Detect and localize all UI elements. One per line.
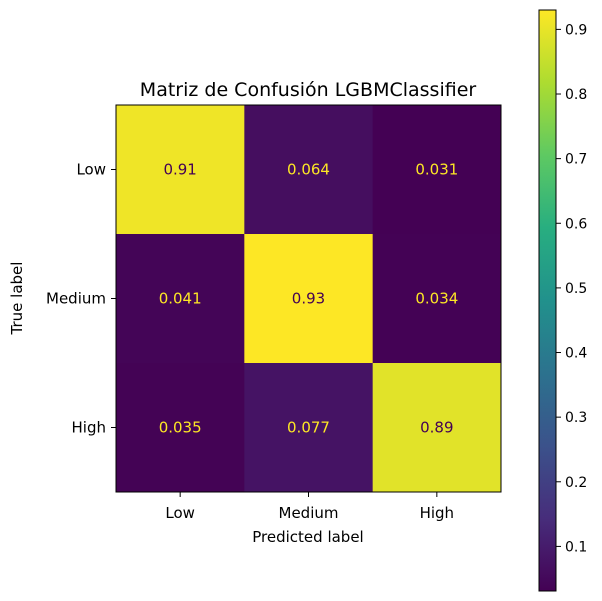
matrix-cell — [116, 105, 245, 235]
matrix-cell — [244, 105, 374, 235]
colorbar-tick-label: 0.5 — [565, 281, 587, 297]
x-axis-label: Predicted label — [252, 528, 363, 546]
x-tick-label: High — [420, 504, 454, 522]
matrix-cell — [116, 234, 245, 364]
matrix-cell-value: 0.031 — [415, 161, 458, 179]
x-axis-ticks: Low Medium High — [165, 492, 454, 522]
colorbar — [538, 9, 557, 592]
matrix-cell-value: 0.93 — [292, 290, 325, 308]
colorbar-tick-label: 0.9 — [565, 22, 587, 38]
y-axis-label: True label — [8, 262, 26, 336]
matrix-cell-value: 0.064 — [287, 161, 330, 179]
x-tick-label: Low — [165, 504, 195, 522]
matrix-cell — [244, 234, 374, 364]
matrix-cell-value: 0.077 — [287, 419, 330, 437]
y-axis-ticks: Low Medium High — [46, 161, 116, 437]
colorbar-ticks: 0.1 0.2 0.3 0.4 0.5 0.6 0.7 0.8 0.9 — [556, 22, 587, 555]
chart-title: Matriz de Confusión LGBMClassifier — [140, 79, 477, 101]
colorbar-tick-label: 0.6 — [565, 216, 587, 232]
matrix-cell — [372, 363, 502, 493]
matrix-cell — [116, 363, 245, 493]
colorbar-tick-label: 0.8 — [565, 87, 587, 103]
matrix-cell — [372, 105, 502, 235]
colorbar-tick-label: 0.3 — [565, 410, 587, 426]
matrix-cell-value: 0.035 — [159, 419, 202, 437]
y-tick-label: Medium — [46, 290, 106, 308]
matrix-cell-value: 0.041 — [159, 290, 202, 308]
colorbar-tick-label: 0.1 — [565, 539, 587, 555]
colorbar-tick-label: 0.2 — [565, 475, 587, 491]
y-tick-label: High — [72, 419, 106, 437]
matrix-cell-value: 0.034 — [415, 290, 458, 308]
matrix-cells — [116, 105, 502, 493]
y-tick-label: Low — [76, 161, 106, 179]
matrix-cell-value: 0.89 — [420, 419, 453, 437]
colorbar-tick-label: 0.7 — [565, 152, 587, 168]
colorbar-tick-label: 0.4 — [565, 346, 587, 362]
matrix-cell — [372, 234, 502, 364]
matrix-cell-value: 0.91 — [163, 161, 196, 179]
matrix-cell-labels: 0.91 0.064 0.031 0.041 0.93 0.034 0.035 0.077 0.… — [159, 161, 459, 437]
x-tick-label: Medium — [279, 504, 339, 522]
matrix-cell — [244, 363, 374, 493]
